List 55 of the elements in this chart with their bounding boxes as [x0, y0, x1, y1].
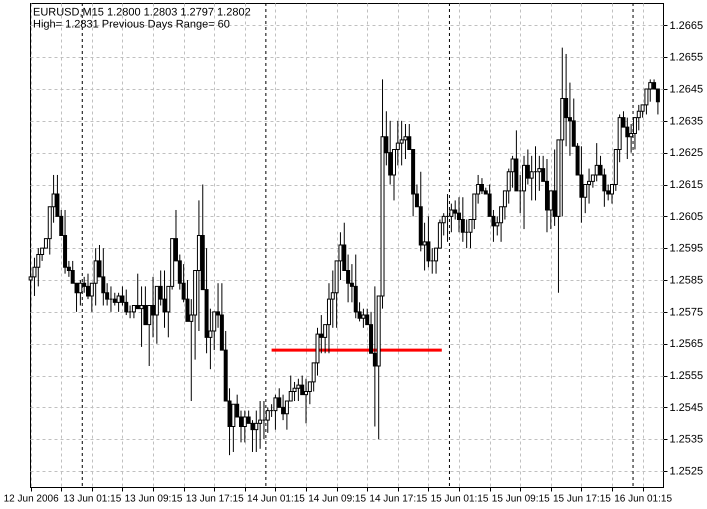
candlestick — [132, 305, 136, 319]
text: High= 1.2831 Previous Days Range= 60 — [33, 18, 230, 30]
candlestick — [116, 292, 121, 312]
candlestick — [602, 168, 606, 208]
candlestick — [94, 248, 98, 306]
y-tick-label: 1.2655 — [670, 52, 704, 64]
candlestick — [231, 404, 236, 452]
y-tick-label: 1.2665 — [670, 20, 704, 32]
candlestick — [101, 248, 106, 306]
candlestick — [304, 378, 308, 424]
y-tick-label: 1.2555 — [670, 370, 704, 382]
x-tick-label: 13 Jun 09:15 — [124, 494, 183, 504]
y-tick-label: 1.2625 — [670, 147, 704, 160]
x-tick-label: 13 Jun 17:15 — [186, 494, 244, 504]
candlestick — [151, 276, 156, 338]
x-tick-label: 14 Jun 09:15 — [308, 494, 366, 504]
candlestick — [579, 146, 584, 224]
candlestick — [136, 273, 140, 310]
candlestick — [86, 273, 90, 300]
candlestick — [648, 78, 652, 102]
candlestick — [594, 142, 599, 182]
candlestick — [140, 286, 144, 348]
x-tick-label: 16 Jun 01:15 — [614, 494, 672, 504]
y-tick-label: 1.2605 — [670, 210, 704, 223]
y-tick-label: 1.2585 — [670, 274, 704, 287]
candlestick — [296, 378, 300, 402]
y-tick-label: 1.2545 — [670, 402, 704, 414]
candlestick — [587, 168, 592, 204]
candlestick — [625, 117, 630, 160]
x-tick-label: 15 Jun 09:15 — [492, 494, 550, 504]
y-tick-label: 1.2615 — [670, 179, 704, 191]
y-tick-label: 1.2525 — [670, 466, 704, 478]
chart-title: EURUSD,M15 1.2800 1.2803 1.2797 1.2802 — [33, 6, 251, 18]
y-tick-label: 1.2575 — [670, 306, 704, 318]
candlestick — [400, 120, 404, 166]
y-tick-label: 1.2565 — [670, 338, 704, 350]
candlestick — [242, 410, 247, 443]
candlestick — [636, 104, 641, 131]
x-tick-label: 12 Jun 2006 — [4, 494, 60, 504]
candlestick — [124, 289, 128, 316]
y-tick-label: 1.2595 — [670, 242, 704, 255]
x-tick-label: 13 Jun 01:15 — [63, 494, 122, 504]
y-tick-label: 1.2645 — [670, 83, 704, 96]
candlestick — [258, 400, 262, 450]
x-tick-label: 15 Jun 01:15 — [430, 494, 489, 504]
candlestick — [250, 420, 254, 452]
candlestick — [162, 270, 167, 328]
candlestick — [281, 394, 286, 421]
candlestick — [273, 394, 278, 430]
y-tick-label: 1.2635 — [670, 115, 704, 128]
x-tick-label: 14 Jun 01:15 — [247, 494, 306, 504]
x-tick-label: 15 Jun 17:15 — [552, 494, 612, 504]
x-tick-label: 14 Jun 17:15 — [369, 494, 428, 504]
y-tick-label: 1.2535 — [670, 434, 704, 446]
candlestick — [480, 178, 484, 195]
